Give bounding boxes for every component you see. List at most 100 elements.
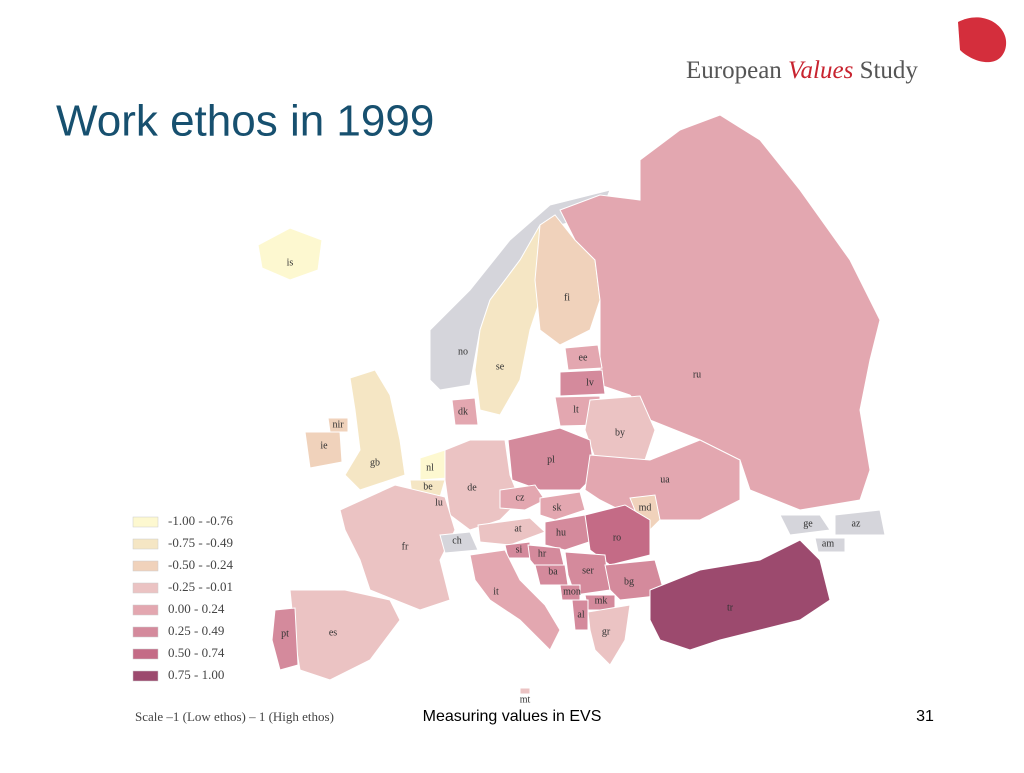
country xyxy=(587,604,631,666)
country-label: sk xyxy=(553,502,562,513)
legend-swatch xyxy=(132,538,159,550)
country-label: ie xyxy=(320,440,328,451)
country-label: bg xyxy=(624,576,634,587)
country xyxy=(419,449,449,481)
country-label: ee xyxy=(579,352,588,363)
country xyxy=(519,687,531,695)
country xyxy=(544,514,596,551)
country-label: cz xyxy=(516,492,525,503)
country-label: am xyxy=(822,538,834,549)
country-label: lu xyxy=(435,497,443,508)
country-label: fi xyxy=(564,292,570,303)
country xyxy=(344,369,406,491)
country xyxy=(339,484,456,611)
country-label: ch xyxy=(452,535,461,546)
legend-swatch xyxy=(132,560,159,572)
country xyxy=(451,397,479,426)
country xyxy=(327,417,349,433)
country-label: es xyxy=(329,627,337,638)
legend: -1.00 - -0.76 -0.75 - -0.49 -0.50 - -0.24 -… xyxy=(132,513,233,682)
legend-label: -1.00 - -0.76 xyxy=(168,513,233,528)
country-label: hr xyxy=(538,548,547,559)
country xyxy=(534,214,601,346)
country xyxy=(584,504,651,566)
country-label: ba xyxy=(548,566,558,577)
legend-label: -0.25 - -0.01 xyxy=(168,579,233,594)
country-label: de xyxy=(467,482,477,493)
country xyxy=(564,551,611,596)
logo-word: Values xyxy=(788,57,853,84)
legend-label: 0.50 - 0.74 xyxy=(168,645,225,660)
country-label: pt xyxy=(281,628,289,639)
scale-note: Scale –1 (Low ethos) – 1 (High ethos) xyxy=(135,709,334,724)
country-label: pl xyxy=(547,454,555,465)
country xyxy=(814,537,846,553)
legend-swatch xyxy=(132,626,159,638)
country xyxy=(539,491,586,521)
country xyxy=(834,509,886,536)
legend-label: 0.25 - 0.49 xyxy=(168,623,224,638)
country-label: az xyxy=(852,518,861,529)
country-label: be xyxy=(423,481,433,492)
country xyxy=(499,484,546,511)
logo-word: Study xyxy=(860,57,919,84)
country-label: is xyxy=(287,257,294,268)
country-label: ua xyxy=(660,474,670,485)
country xyxy=(444,439,521,531)
country xyxy=(271,607,299,671)
legend-label: 0.00 - 0.24 xyxy=(168,601,225,616)
country xyxy=(649,539,831,651)
country-label: fr xyxy=(402,541,409,552)
country-label: lv xyxy=(586,377,594,388)
country xyxy=(304,431,343,469)
country-label: ru xyxy=(693,369,701,380)
country-label: mk xyxy=(595,595,608,606)
logo-word: European xyxy=(686,57,782,84)
country-label: nir xyxy=(332,419,344,430)
country-label: gr xyxy=(602,626,611,637)
country-label: se xyxy=(496,361,505,372)
country xyxy=(559,114,881,511)
country-label: hu xyxy=(556,527,566,538)
footer: Measuring values in EVS xyxy=(423,708,602,725)
country-label: mt xyxy=(520,694,531,705)
country xyxy=(584,439,741,521)
country-label: at xyxy=(514,523,521,534)
country-label: ro xyxy=(613,532,621,543)
country-label: al xyxy=(577,609,584,620)
slide-title: Work ethos in 1999 xyxy=(56,97,434,146)
legend-label: 0.75 - 1.00 xyxy=(168,667,224,682)
country xyxy=(564,344,603,371)
country xyxy=(257,227,323,281)
country xyxy=(477,517,546,546)
country-label: lt xyxy=(573,404,579,415)
country-label: md xyxy=(639,502,652,513)
country-label: gb xyxy=(370,457,380,468)
country xyxy=(779,514,831,536)
legend-swatch xyxy=(132,516,159,528)
country xyxy=(571,599,589,631)
country-label: by xyxy=(615,427,625,438)
country-label: tr xyxy=(727,602,734,613)
country xyxy=(559,369,606,397)
page-number: 31 xyxy=(916,708,934,725)
legend-label: -0.75 - -0.49 xyxy=(168,535,233,550)
legend-swatch xyxy=(132,604,159,616)
legend-swatch xyxy=(132,670,159,682)
country-label: ser xyxy=(582,565,594,576)
logo: European Values Study xyxy=(686,17,1007,84)
country-label: no xyxy=(458,346,468,357)
country-label: mon xyxy=(563,586,581,597)
legend-swatch xyxy=(132,648,159,660)
country-label: si xyxy=(516,544,523,555)
legend-label: -0.50 - -0.24 xyxy=(168,557,233,572)
country-label: dk xyxy=(458,406,468,417)
logo-mark xyxy=(958,17,1007,63)
country-label: it xyxy=(493,586,499,597)
legend-swatch xyxy=(132,582,159,594)
country-label: ge xyxy=(803,518,813,529)
logo-text: European Values Study xyxy=(686,57,918,84)
country-label: nl xyxy=(426,462,434,473)
